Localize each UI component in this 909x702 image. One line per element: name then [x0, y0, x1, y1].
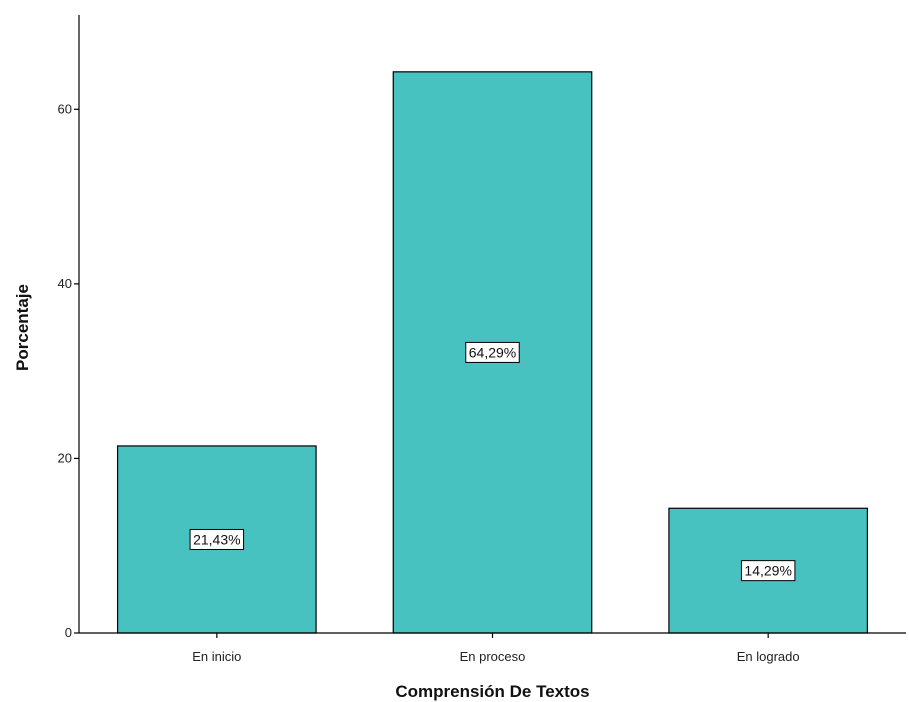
- x-category-label: En proceso: [460, 649, 526, 664]
- bar-data-label-box: [465, 341, 520, 363]
- y-tick-label: 40: [58, 276, 72, 291]
- x-category-labels: En inicio En proceso En logrado: [192, 633, 800, 664]
- bar-data-label: 14,29%: [744, 563, 791, 579]
- bar-data-label-box: [189, 528, 245, 550]
- x-category-label: En inicio: [192, 649, 241, 664]
- y-tick-label: 0: [65, 625, 72, 640]
- bar-data-label-box: [740, 560, 796, 582]
- y-ticks: 0 20 40 60: [58, 101, 79, 640]
- bar-data-label: 64,29%: [469, 344, 516, 360]
- plot-area: 21,43% 64,29% 14,29%: [116, 71, 869, 634]
- bar-data-label: 21,43%: [193, 531, 240, 547]
- y-tick-label: 20: [58, 450, 72, 465]
- x-axis-title: Comprensión De Textos: [395, 682, 589, 701]
- x-category-label: En logrado: [737, 649, 800, 664]
- y-tick-label: 60: [58, 101, 72, 116]
- y-axis-title: Porcentaje: [13, 284, 32, 371]
